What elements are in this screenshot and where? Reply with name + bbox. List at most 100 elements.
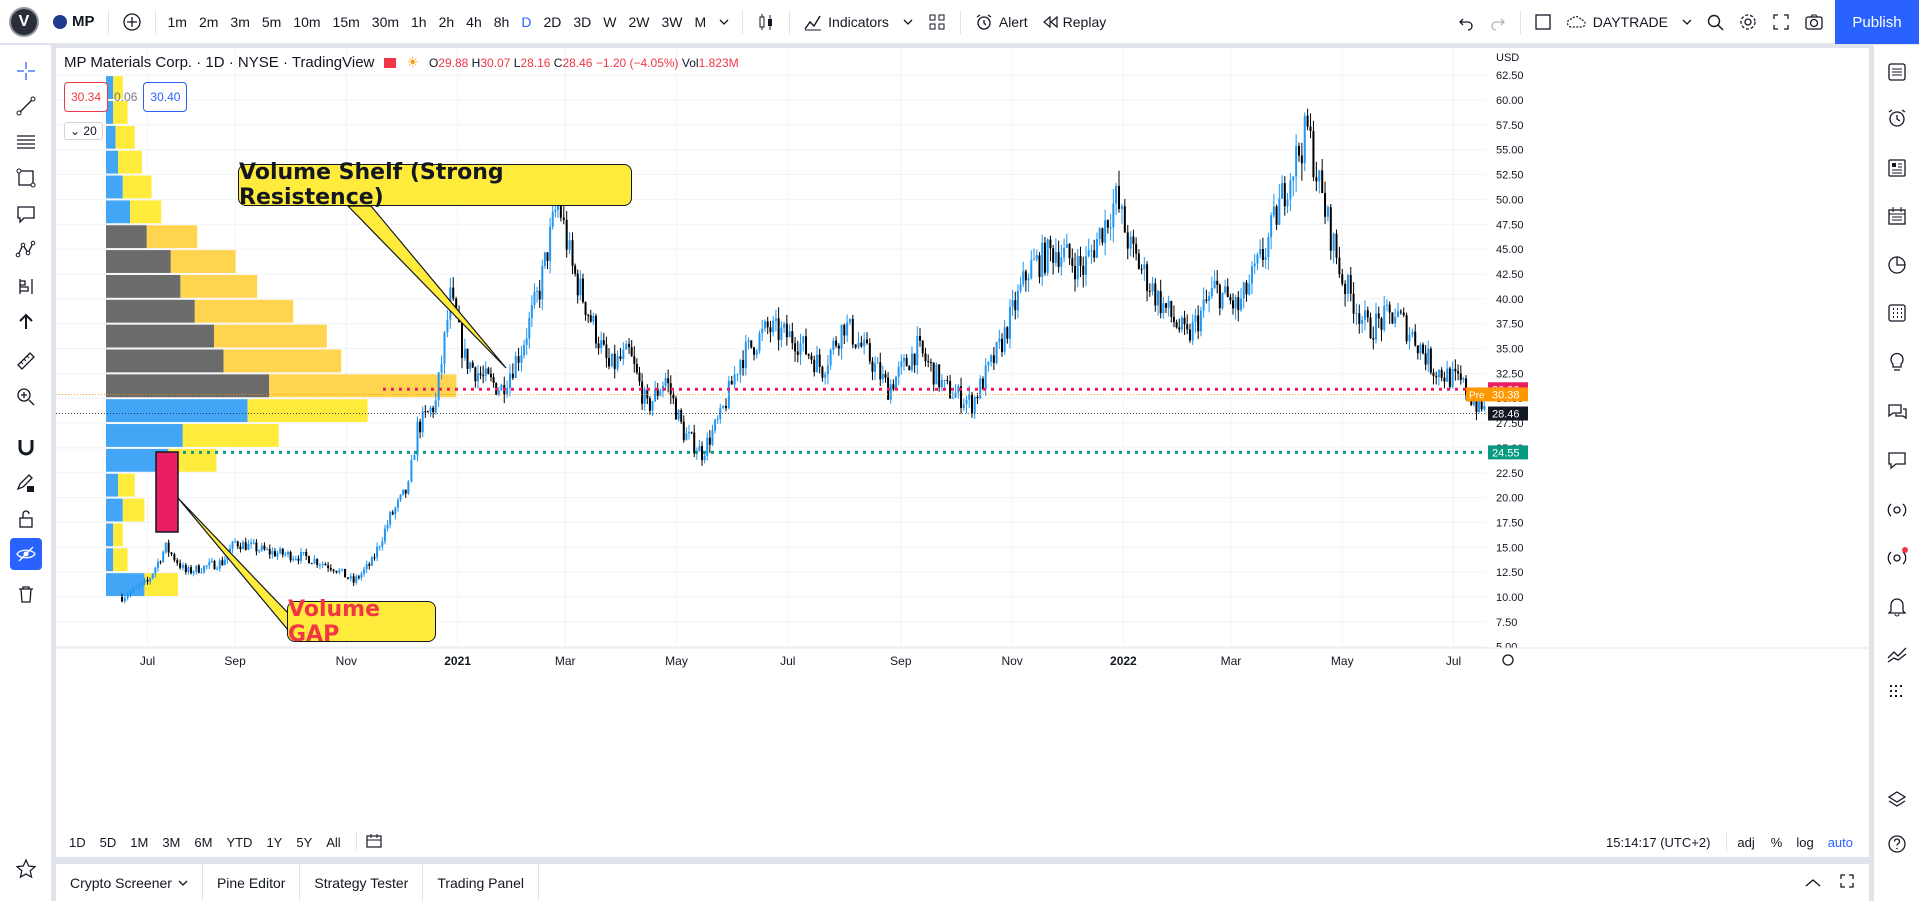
range-1y[interactable]: 1Y bbox=[266, 834, 283, 850]
timeframe-1h[interactable]: 1h bbox=[411, 13, 427, 30]
timeframe-15m[interactable]: 15m bbox=[332, 13, 360, 30]
order-book-button[interactable] bbox=[1882, 677, 1912, 707]
timeframe-2m[interactable]: 2m bbox=[198, 13, 219, 30]
undo-button[interactable] bbox=[1450, 0, 1482, 44]
remove-drawings-tool[interactable] bbox=[10, 578, 42, 610]
publish-button[interactable]: Publish bbox=[1835, 0, 1919, 44]
timeframe-2w[interactable]: 2W bbox=[628, 13, 650, 30]
pattern-tool[interactable] bbox=[10, 234, 42, 266]
shape-tool[interactable] bbox=[10, 162, 42, 194]
indicators-button[interactable]: Indicators bbox=[796, 0, 896, 44]
collapse-panel-button[interactable] bbox=[1805, 875, 1821, 891]
flag-icon[interactable] bbox=[384, 57, 397, 68]
percent-toggle[interactable]: % bbox=[1770, 834, 1783, 850]
range-1m[interactable]: 1M bbox=[130, 834, 149, 850]
hide-drawings-tool[interactable] bbox=[10, 538, 42, 570]
magnet-tool[interactable] bbox=[10, 431, 42, 463]
range-ytd[interactable]: YTD bbox=[226, 834, 253, 850]
fib-tool[interactable] bbox=[10, 126, 42, 158]
layout-button[interactable] bbox=[1527, 0, 1559, 44]
timeframe-10m[interactable]: 10m bbox=[293, 13, 321, 30]
trading-activity-button[interactable] bbox=[1882, 639, 1912, 669]
streams-button[interactable] bbox=[1882, 397, 1912, 427]
calendar-button[interactable] bbox=[1882, 201, 1912, 231]
clock[interactable]: 15:14:17 (UTC+2) bbox=[1605, 834, 1711, 850]
replay-button[interactable]: Replay bbox=[1035, 0, 1114, 44]
symbol-search-button[interactable]: MP bbox=[46, 0, 102, 44]
alert-button[interactable]: Alert bbox=[967, 0, 1035, 44]
timeframe-2h[interactable]: 2h bbox=[438, 13, 455, 30]
signals-button[interactable] bbox=[1882, 543, 1912, 573]
profile-avatar[interactable]: V bbox=[9, 6, 39, 37]
price-chart[interactable]: USD 62.50 60.00 57.50 55.00 52.50 50.00 47.50 45… bbox=[56, 48, 1869, 823]
timeframe-3m[interactable]: 3m bbox=[230, 13, 250, 30]
range-5d[interactable]: 5D bbox=[99, 834, 117, 850]
range-3m[interactable]: 3M bbox=[162, 834, 181, 850]
data-window-button[interactable] bbox=[1882, 298, 1912, 328]
chats-button[interactable] bbox=[1882, 445, 1912, 475]
arrow-tool[interactable] bbox=[10, 305, 42, 337]
search-button[interactable] bbox=[1699, 0, 1731, 44]
settings-button[interactable] bbox=[1731, 0, 1765, 44]
timeframe-30m[interactable]: 30m bbox=[371, 13, 400, 30]
tab-trading-panel[interactable]: Trading Panel bbox=[423, 864, 539, 901]
text-tool[interactable] bbox=[10, 198, 42, 230]
ideas-button[interactable] bbox=[1882, 347, 1912, 377]
fullscreen-button[interactable] bbox=[1765, 0, 1797, 44]
trend-line-tool[interactable] bbox=[10, 90, 42, 122]
timeframe-5m[interactable]: 5m bbox=[261, 13, 282, 30]
favorites-tool[interactable] bbox=[10, 853, 42, 885]
chart-type-button[interactable] bbox=[749, 0, 783, 44]
crosshair-tool[interactable] bbox=[10, 55, 42, 87]
help-button[interactable] bbox=[1882, 829, 1912, 859]
volume-profile-legend[interactable]: ⌄ 20 bbox=[64, 122, 103, 140]
auto-toggle[interactable]: auto bbox=[1827, 834, 1853, 850]
tab-strategy-tester[interactable]: Strategy Tester bbox=[300, 864, 424, 901]
layers-button[interactable] bbox=[1882, 785, 1912, 815]
redo-button[interactable] bbox=[1482, 0, 1514, 44]
log-toggle[interactable]: log bbox=[1796, 834, 1814, 850]
live-streams-button[interactable] bbox=[1882, 495, 1912, 525]
hotlists-button[interactable] bbox=[1882, 250, 1912, 280]
volume-shelf-callout[interactable]: Volume Shelf (Strong Resistence) bbox=[238, 160, 632, 210]
indicators-dropdown[interactable] bbox=[896, 0, 920, 44]
timeframe-w[interactable]: W bbox=[603, 13, 617, 30]
news-button[interactable] bbox=[1882, 153, 1912, 183]
range-all[interactable]: All bbox=[326, 834, 341, 850]
maximize-panel-button[interactable] bbox=[1839, 873, 1855, 892]
timeframe-1m[interactable]: 1m bbox=[167, 13, 187, 30]
timeframe-8h[interactable]: 8h bbox=[493, 13, 510, 30]
layout-dropdown[interactable] bbox=[1675, 0, 1699, 44]
prediction-tool[interactable] bbox=[10, 270, 42, 302]
alerts-button[interactable] bbox=[1882, 103, 1912, 133]
goto-date-button[interactable] bbox=[365, 833, 383, 852]
adj-toggle[interactable]: adj bbox=[1737, 834, 1755, 850]
layout-name-button[interactable]: DAYTRADE bbox=[1559, 0, 1675, 44]
range-1d[interactable]: 1D bbox=[69, 834, 86, 850]
tab-pine-editor[interactable]: Pine Editor bbox=[203, 864, 301, 901]
notifications-button[interactable] bbox=[1882, 591, 1912, 621]
watchlist-button[interactable] bbox=[1882, 57, 1912, 87]
measure-tool[interactable] bbox=[10, 345, 42, 377]
compare-symbol-button[interactable] bbox=[115, 0, 149, 44]
tab-crypto-screener[interactable]: Crypto Screener bbox=[56, 864, 203, 901]
volume-gap-callout[interactable]: Volume GAP bbox=[287, 597, 436, 647]
timeframe-d[interactable]: D bbox=[521, 13, 532, 30]
timeframe-3d[interactable]: 3D bbox=[573, 13, 592, 30]
buy-button[interactable]: 30.40 bbox=[143, 82, 188, 112]
timeframe-2d[interactable]: 2D bbox=[543, 13, 562, 30]
snapshot-button[interactable] bbox=[1797, 0, 1831, 44]
timeframe-3w[interactable]: 3W bbox=[661, 13, 683, 30]
templates-button[interactable] bbox=[920, 0, 954, 44]
stay-drawing-tool[interactable] bbox=[10, 467, 42, 499]
timeframe-4h[interactable]: 4h bbox=[466, 13, 482, 30]
chart-pane[interactable]: USD 62.50 60.00 57.50 55.00 52.50 50.00 47.50 45… bbox=[56, 48, 1869, 856]
timeframe-dropdown[interactable] bbox=[712, 0, 736, 44]
timeframe-m[interactable]: M bbox=[694, 13, 707, 30]
range-6m[interactable]: 6M bbox=[194, 834, 213, 850]
range-5y[interactable]: 5Y bbox=[296, 834, 313, 850]
sell-button[interactable]: 30.34 bbox=[64, 82, 109, 112]
lock-drawings-tool[interactable] bbox=[10, 503, 42, 535]
zoom-tool[interactable] bbox=[10, 381, 42, 413]
legend-title[interactable]: MP Materials Corp. · 1D · NYSE · Trading… bbox=[64, 54, 375, 71]
